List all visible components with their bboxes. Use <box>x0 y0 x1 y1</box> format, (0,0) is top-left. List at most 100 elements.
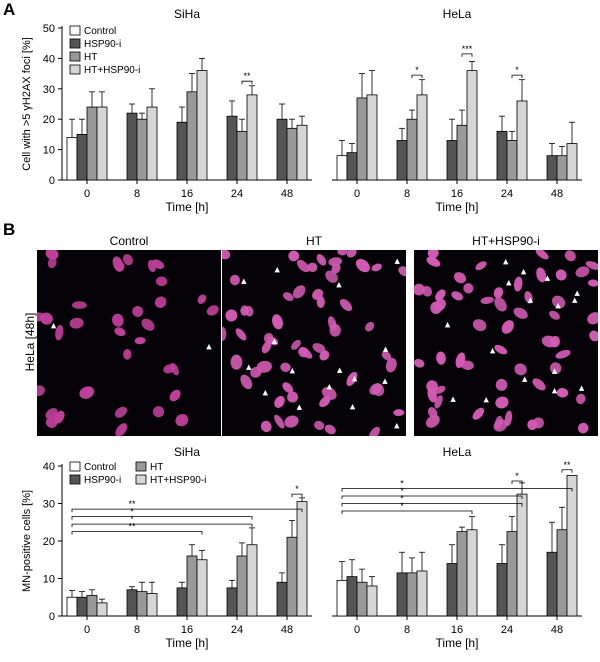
nucleus <box>455 352 466 369</box>
nucleus <box>291 339 301 350</box>
bar-A-HeLa <box>356 97 368 181</box>
micronucleus-arrow: ▲ <box>490 346 496 354</box>
bar-A-HeLa <box>416 94 428 181</box>
micronucleus-arrow: ▲ <box>484 395 490 403</box>
significance-label-A-HeLa: * <box>515 65 519 75</box>
bar-A-HeLa <box>456 124 468 181</box>
significance-bracket-B-SiHa <box>291 493 303 498</box>
significance-bracket-A-HeLa <box>511 74 523 79</box>
micronucleus-arrow: ▲ <box>274 266 280 274</box>
micrograph-title-ht: HT <box>306 234 322 248</box>
bar-A-SiHa <box>146 106 158 181</box>
bar-A-HeLa <box>516 100 528 181</box>
legend-swatch-A-SiHa <box>69 38 81 49</box>
nucleus <box>175 413 189 427</box>
nucleus <box>267 336 279 346</box>
nucleus <box>55 324 64 341</box>
comparison-label-B-HeLa: * <box>400 479 404 489</box>
nucleus <box>115 423 128 436</box>
nucleus <box>393 409 405 417</box>
bar-B-SiHa <box>126 589 138 617</box>
nucleus <box>230 354 243 370</box>
nucleus <box>495 396 509 409</box>
bar-A-SiHa <box>276 118 288 181</box>
significance-bracket-A-HeLa <box>461 53 473 57</box>
nucleus <box>319 395 331 408</box>
nucleus <box>369 383 383 395</box>
bar-B-HeLa <box>446 563 458 617</box>
nucleus <box>587 312 598 325</box>
comparison-bracket-B-HeLa <box>341 503 523 507</box>
nucleus <box>40 312 53 325</box>
nucleus <box>280 362 291 372</box>
micronucleus-arrow: ▲ <box>290 367 296 375</box>
chart-title-B-SiHa: SiHa <box>174 445 200 459</box>
nucleus <box>141 318 155 331</box>
x-tick-label-B-SiHa: 48 <box>281 624 293 636</box>
bar-A-HeLa <box>496 130 508 181</box>
y-tick-label-B-SiHa: 40 <box>43 461 55 473</box>
nucleus <box>296 259 310 273</box>
bar-A-SiHa <box>226 115 238 181</box>
nucleus <box>436 351 446 365</box>
micronucleus-arrow: ▲ <box>382 377 388 385</box>
comparison-bracket-B-SiHa <box>71 508 303 513</box>
comparison-label-B-HeLa: * <box>400 501 404 511</box>
bar-A-SiHa <box>136 118 148 181</box>
nucleus <box>555 349 571 359</box>
bar-B-SiHa <box>76 596 88 617</box>
y-tick-label-A-SiHa: 40 <box>43 53 55 65</box>
x-tick-label-B-HeLa: 8 <box>404 624 410 636</box>
micronucleus-arrow: ▲ <box>352 375 358 383</box>
nucleus <box>427 250 439 259</box>
micronucleus-arrow: ▲ <box>394 257 400 265</box>
bar-A-HeLa <box>566 143 578 181</box>
micronucleus-arrow: ▲ <box>579 384 585 392</box>
nucleus <box>298 347 309 358</box>
nucleus <box>225 309 238 322</box>
x-tick-label-B-HeLa: 48 <box>551 624 563 636</box>
bar-B-SiHa <box>136 591 148 617</box>
y-tick-label-A-SiHa: 20 <box>43 114 55 126</box>
nucleus <box>282 292 294 302</box>
nucleus <box>527 419 538 430</box>
bar-A-HeLa <box>556 155 568 181</box>
comparison-label-B-HeLa: * <box>400 486 404 496</box>
bar-A-SiHa <box>86 106 98 181</box>
x-tick-label-A-SiHa: 0 <box>84 188 90 200</box>
nucleus <box>37 385 45 397</box>
bar-A-HeLa <box>506 140 518 181</box>
nucleus <box>504 410 513 427</box>
nucleus <box>47 257 57 269</box>
micronucleus-arrow: ▲ <box>337 366 343 374</box>
micronucleus-arrow: ▲ <box>272 337 278 345</box>
comparison-bracket-B-HeLa <box>341 495 523 499</box>
bar-B-SiHa <box>86 594 98 617</box>
micrograph-ht-hsp90: ▲ ▲ ▲ ▲ ▲ ▲ ▲ ▲ ▲ ▲ ▲ ▲ ▲ ▲ ▲ ▲ <box>414 250 598 436</box>
x-tick-label-A-HeLa: 0 <box>354 188 360 200</box>
significance-bracket-A-HeLa <box>411 74 423 79</box>
nucleus <box>414 358 425 368</box>
bar-A-HeLa <box>546 155 558 181</box>
bar-B-HeLa <box>356 581 368 617</box>
nucleus <box>122 254 133 266</box>
nucleus <box>365 321 375 332</box>
bar-A-HeLa <box>366 94 378 181</box>
nucleus <box>463 283 474 294</box>
nucleus <box>132 305 144 317</box>
micronucleus-arrow: ▲ <box>575 289 581 297</box>
nucleus <box>197 294 207 304</box>
comparison-bracket-B-HeLa <box>341 510 473 514</box>
nucleus <box>328 257 343 267</box>
nucleus <box>312 288 324 300</box>
nucleus <box>256 360 272 373</box>
nucleus <box>524 291 533 304</box>
nucleus <box>53 410 65 424</box>
nucleus <box>316 254 327 266</box>
nucleus <box>575 266 590 278</box>
y-tick-label-B-SiHa: 0 <box>49 611 55 623</box>
x-tick-label-B-SiHa: 8 <box>134 624 140 636</box>
nucleus <box>260 420 272 433</box>
y-tick-label-A-SiHa: 10 <box>43 145 55 157</box>
